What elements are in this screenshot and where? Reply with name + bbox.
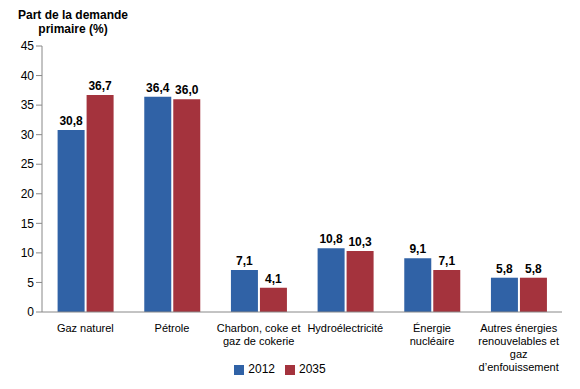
svg-text:36,4: 36,4	[146, 81, 170, 95]
svg-text:4,1: 4,1	[265, 272, 282, 286]
svg-text:10: 10	[21, 246, 35, 260]
html-text:Part de la demande primaire (%: Part de la demande primaire (%)	[18, 8, 128, 36]
svg-text:36,7: 36,7	[88, 79, 112, 93]
svg-text:Autres énergiesrenouvelables e: Autres énergiesrenouvelables etgazd’enfo…	[478, 322, 559, 373]
svg-text:25: 25	[21, 157, 35, 171]
svg-text:15: 15	[21, 217, 35, 231]
svg-text:10,8: 10,8	[319, 232, 343, 246]
svg-text:30,8: 30,8	[59, 114, 83, 128]
svg-text:Gaz naturel: Gaz naturel	[57, 322, 114, 334]
svg-text:Énergienucléaire: Énergienucléaire	[410, 322, 455, 347]
svg-text:0: 0	[27, 305, 34, 319]
html-text:2035: 2035	[299, 362, 326, 376]
svg-text:5: 5	[27, 276, 34, 290]
svg-text:35: 35	[21, 98, 35, 112]
svg-text:30: 30	[21, 128, 35, 142]
svg-text:10,3: 10,3	[348, 235, 372, 249]
svg-text:7,1: 7,1	[236, 254, 253, 268]
svg-text:5,8: 5,8	[525, 262, 542, 276]
svg-text:Pétrole: Pétrole	[155, 322, 190, 334]
html-text:2012: 2012	[248, 362, 275, 376]
svg-text:36,0: 36,0	[175, 83, 199, 97]
svg-text:40: 40	[21, 69, 35, 83]
svg-text:Hydroélectricité: Hydroélectricité	[307, 322, 383, 334]
svg-text:5,8: 5,8	[496, 262, 513, 276]
svg-text:7,1: 7,1	[438, 254, 455, 268]
svg-text:Charbon, coke etgaz de cokerie: Charbon, coke etgaz de cokerie	[217, 322, 301, 347]
svg-text:9,1: 9,1	[409, 242, 426, 256]
svg-text:20: 20	[21, 187, 35, 201]
svg-text:45: 45	[21, 39, 35, 53]
